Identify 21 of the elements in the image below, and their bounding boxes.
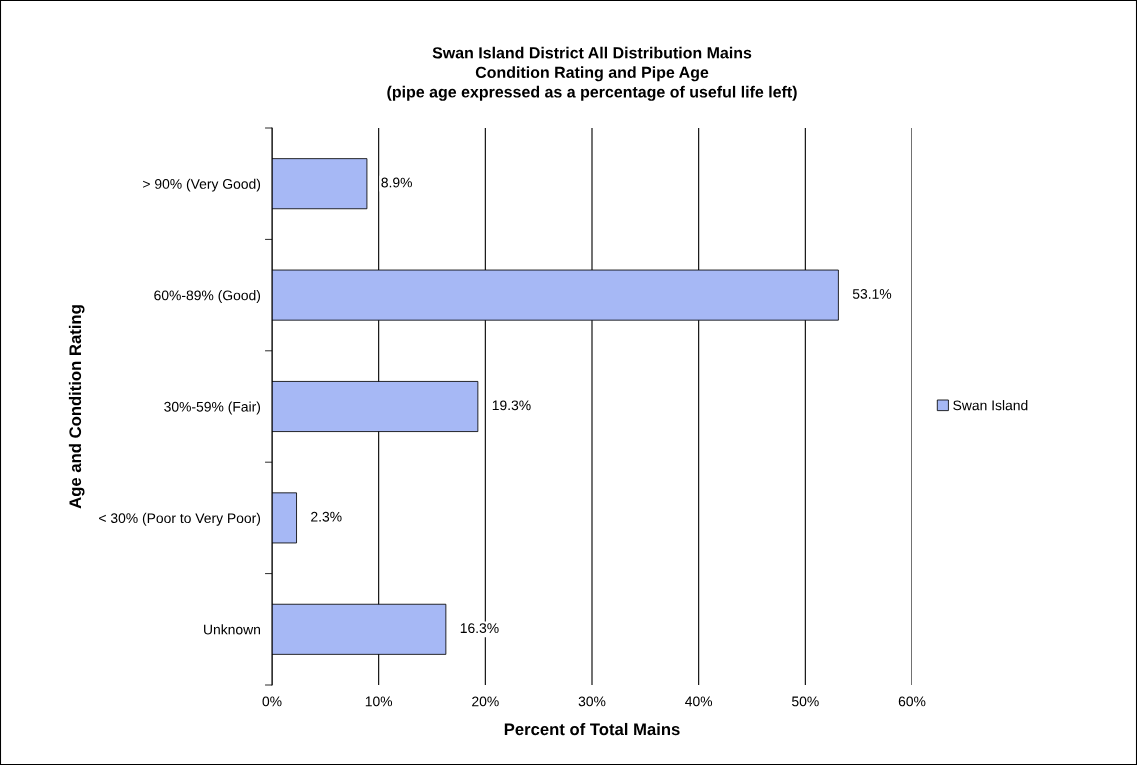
x-tick-label: 40% <box>685 696 713 707</box>
x-tick-label: 30% <box>578 696 606 707</box>
x-tick-label: 10% <box>365 696 393 707</box>
chart-title: Swan Island District All Distribution Mains Condition Rating and Pipe Age (pipe age expressed as a percentage of useful life left) <box>387 46 797 101</box>
x-axis-title: Percent of Total Mains <box>504 722 680 736</box>
data-label: 53.1% <box>852 288 892 299</box>
y-tick-label: Unknown <box>204 624 260 635</box>
x-tick-label: 20% <box>472 696 499 707</box>
y-tick-label: > 90% (Very Good) <box>143 178 261 192</box>
x-tick-label: 50% <box>791 696 819 707</box>
y-tick-label: 30%-59% (Fair) <box>164 401 261 415</box>
data-label: 2.3% <box>311 511 342 522</box>
y-tick-label: < 30% (Poor to Very Poor) <box>99 512 261 526</box>
x-tick-label: 60% <box>898 696 926 707</box>
x-tick-label: 0% <box>262 696 282 707</box>
legend-label: Swan Island <box>953 400 1028 411</box>
y-tick-label: 60%-89% (Good) <box>154 290 261 304</box>
data-label: 19.3% <box>492 400 531 411</box>
y-axis-title: Age and Condition Rating <box>68 305 85 509</box>
data-label: 16.3% <box>460 623 499 634</box>
data-label: 8.9% <box>381 177 412 188</box>
